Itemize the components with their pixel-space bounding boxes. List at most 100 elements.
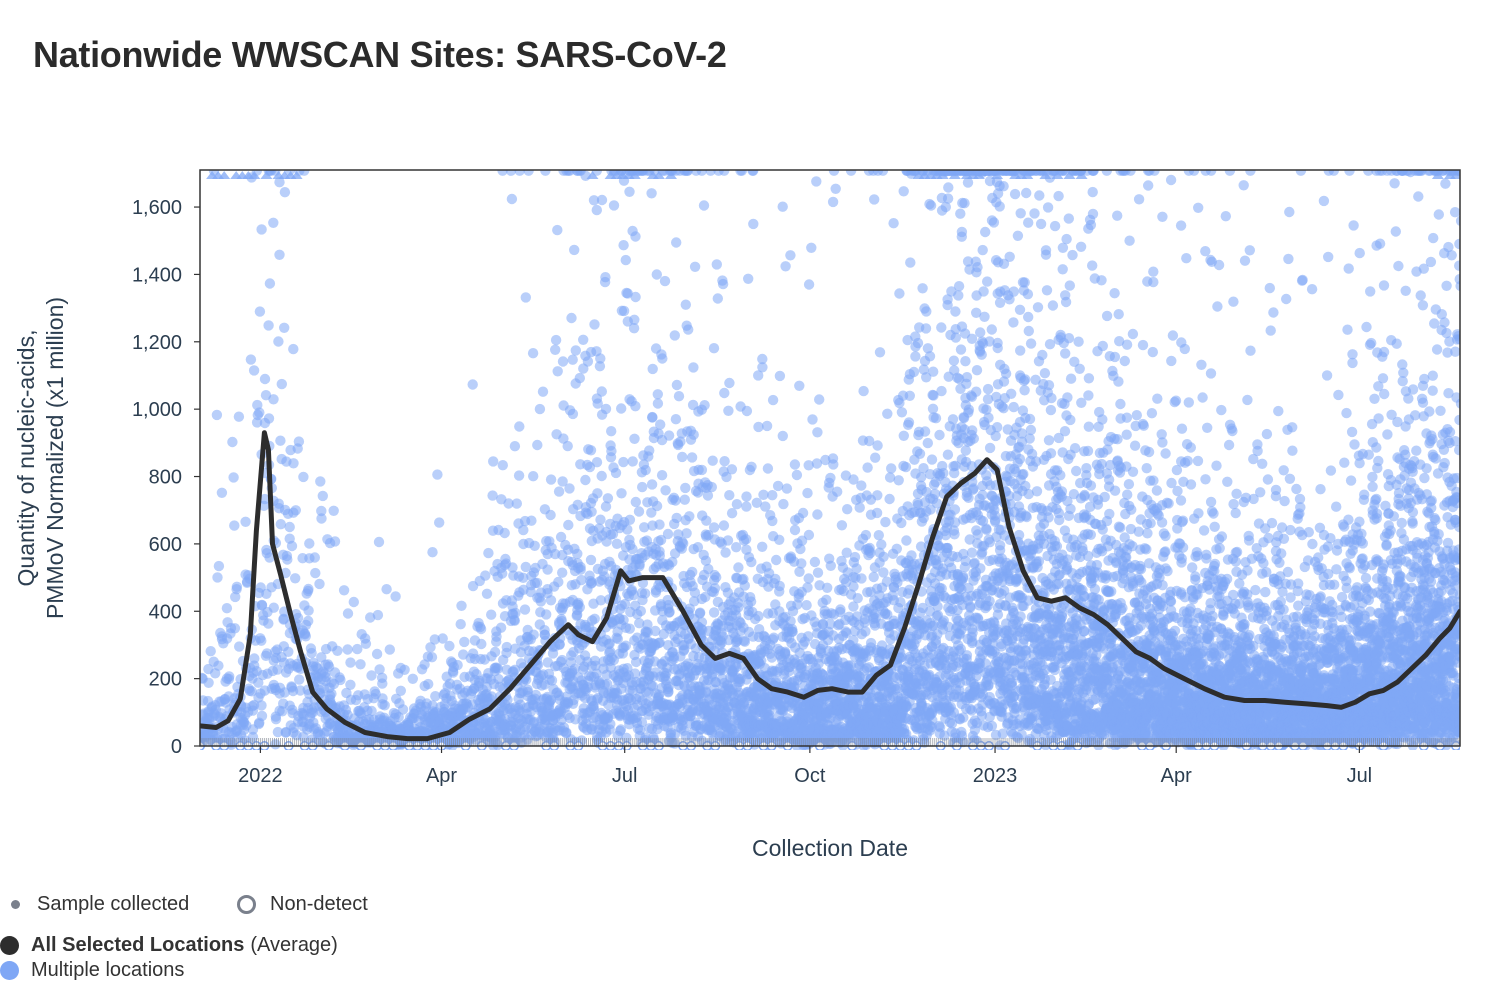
location-sample-point (284, 521, 295, 533)
location-sample-point (618, 240, 629, 251)
location-sample-point (680, 482, 691, 494)
location-sample-point (960, 356, 971, 367)
location-sample-point (670, 414, 682, 425)
location-sample-point (924, 351, 936, 362)
location-sample-point (556, 654, 568, 666)
location-sample-point (480, 570, 491, 581)
location-sample-point (971, 386, 982, 397)
location-sample-point (268, 394, 279, 405)
location-sample-point (542, 564, 553, 575)
location-sample-point (694, 608, 705, 619)
location-sample-point (910, 351, 921, 362)
location-sample-point (616, 488, 627, 499)
location-sample-point (667, 556, 678, 568)
location-sample-point (707, 455, 718, 466)
location-sample-point (920, 323, 932, 334)
location-sample-point (953, 290, 964, 301)
location-sample-point (604, 638, 615, 649)
location-sample-point (213, 660, 224, 671)
location-sample-point (566, 312, 577, 324)
location-sample-point (990, 430, 1001, 442)
location-sample-point (904, 390, 915, 401)
location-sample-point (898, 430, 909, 441)
location-sample-point (314, 578, 325, 590)
location-sample-point (895, 597, 906, 608)
location-sample-point (718, 520, 730, 531)
location-sample-point (526, 515, 537, 526)
location-sample-point (332, 645, 343, 656)
location-sample-point (860, 626, 871, 637)
location-sample-point (992, 422, 1003, 433)
location-sample-point (317, 490, 328, 502)
location-sample-point (955, 208, 966, 219)
location-sample-point (921, 306, 932, 317)
location-sample-point (811, 176, 822, 187)
location-sample-point (739, 580, 750, 591)
location-sample-point (555, 531, 567, 543)
location-sample-point (651, 269, 662, 280)
location-sample-point (570, 345, 581, 356)
location-sample-point (627, 456, 638, 467)
location-sample-point (986, 720, 998, 732)
location-sample-point (794, 380, 805, 391)
location-sample-point (647, 363, 658, 375)
location-sample-point (958, 573, 969, 584)
location-sample-point (786, 626, 798, 637)
location-sample-point (234, 641, 245, 652)
location-sample-point (979, 311, 990, 322)
location-sample-point (602, 493, 614, 504)
location-sample-point (854, 502, 865, 513)
location-sample-point (300, 631, 311, 642)
location-sample-point (916, 472, 927, 483)
location-sample-point (335, 674, 346, 686)
location-sample-point (600, 403, 612, 415)
location-sample-point (455, 619, 466, 630)
location-sample-point (230, 591, 241, 603)
location-sample-point (366, 705, 377, 717)
location-sample-point (712, 293, 723, 304)
location-sample-point (630, 496, 641, 508)
location-sample-point (483, 547, 494, 559)
location-sample-point (602, 678, 613, 690)
location-sample-point (633, 506, 645, 517)
location-sample-point (950, 306, 961, 317)
location-sample-point (563, 170, 574, 176)
location-sample-point (475, 623, 487, 635)
location-sample-point (338, 585, 350, 596)
location-sample-point (557, 476, 568, 487)
location-sample-point (264, 552, 275, 563)
location-sample-point (511, 498, 522, 509)
location-sample-point (832, 486, 843, 497)
location-sample-point (807, 414, 818, 425)
location-sample-point (842, 504, 853, 515)
location-sample-point (802, 582, 813, 593)
location-sample-point (709, 583, 721, 594)
location-sample-point (851, 563, 862, 574)
location-sample-point (509, 615, 520, 626)
location-sample-point (425, 642, 436, 653)
location-sample-point (757, 541, 768, 552)
location-sample-point (717, 278, 729, 290)
location-sample-point (546, 675, 558, 686)
location-sample-point (884, 493, 895, 505)
location-sample-point (614, 725, 626, 737)
location-sample-point (585, 554, 597, 566)
location-sample-point (216, 487, 228, 498)
location-sample-point (505, 170, 517, 176)
location-sample-point (572, 499, 583, 510)
location-sample-point (919, 426, 931, 437)
location-sample-point (534, 403, 546, 415)
location-sample-point (977, 489, 988, 501)
location-sample-point (298, 471, 309, 483)
location-sample-point (722, 535, 734, 546)
location-sample-point (316, 513, 327, 524)
location-sample-point (684, 511, 695, 522)
location-sample-point (606, 445, 617, 457)
location-sample-point (527, 348, 539, 359)
location-sample-point (303, 583, 314, 595)
location-sample-point (708, 607, 720, 618)
location-sample-point (654, 637, 665, 648)
location-sample-point (290, 505, 301, 516)
location-sample-point (248, 365, 260, 376)
location-sample-point (372, 609, 384, 621)
